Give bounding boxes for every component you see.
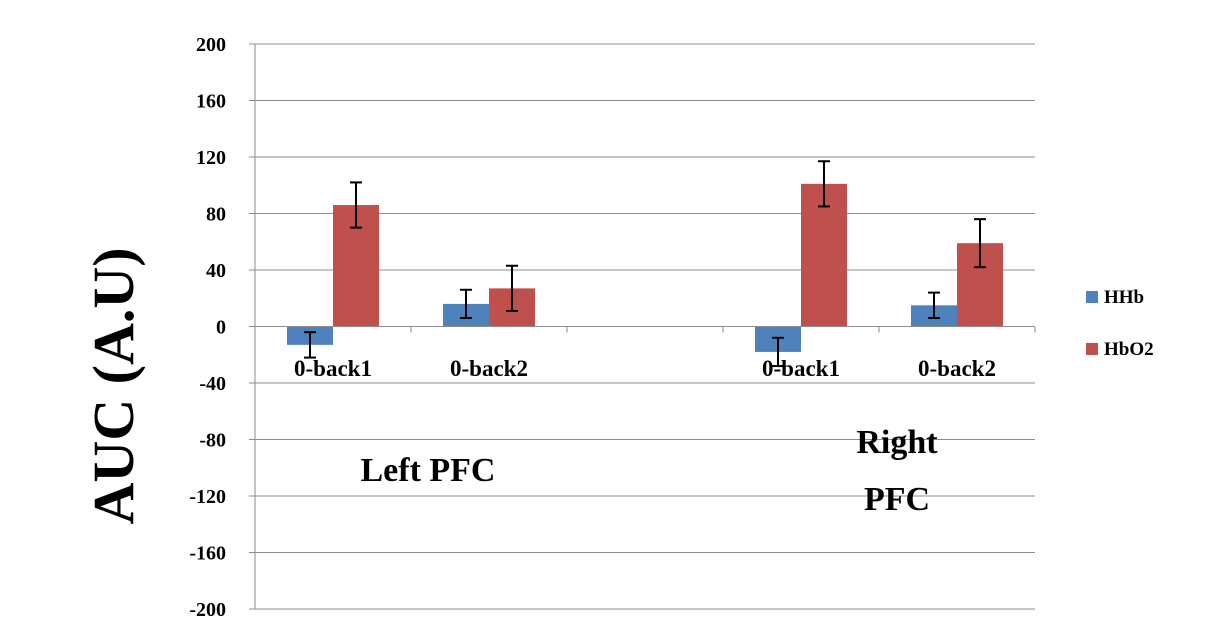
legend-swatch bbox=[1086, 291, 1098, 303]
legend-swatch bbox=[1086, 343, 1098, 355]
y-tick-label: 0 bbox=[216, 317, 226, 339]
y-tick-label: 160 bbox=[196, 91, 226, 113]
group-label-line: Right bbox=[856, 424, 938, 461]
error-bars bbox=[304, 160, 986, 368]
y-tick-label: 80 bbox=[206, 204, 226, 226]
y-tick-label: -40 bbox=[199, 373, 226, 395]
gridlines bbox=[249, 43, 1035, 610]
group-label-line: Left PFC bbox=[360, 452, 495, 489]
group-label: Left PFC bbox=[360, 452, 495, 489]
group-label: Right PFC bbox=[856, 424, 938, 518]
bar-hbo2 bbox=[801, 183, 847, 327]
y-tick-labels: 200 160 120 80 40 0 -40 -80 -120 -160 -200 bbox=[189, 34, 226, 621]
legend-label: HHb bbox=[1104, 287, 1144, 308]
y-tick-label: -80 bbox=[199, 430, 226, 452]
legend-label: HbO2 bbox=[1104, 339, 1154, 360]
y-tick-label: 200 bbox=[196, 34, 226, 56]
category-label: 0-back2 bbox=[918, 356, 996, 381]
category-label: 0-back1 bbox=[294, 356, 372, 381]
y-tick-label: -120 bbox=[189, 486, 226, 508]
group-labels: Left PFC Right PFC bbox=[360, 424, 938, 518]
legend: HHb HbO2 bbox=[1086, 287, 1154, 360]
y-tick-label: -160 bbox=[189, 543, 226, 565]
axes bbox=[254, 44, 1036, 609]
y-axis-label: AUC (A.U) bbox=[81, 247, 146, 524]
group-label-line: PFC bbox=[864, 481, 930, 518]
category-label: 0-back2 bbox=[450, 356, 528, 381]
category-label: 0-back1 bbox=[762, 356, 840, 381]
category-labels: 0-back1 0-back2 0-back1 0-back2 bbox=[294, 356, 996, 381]
y-tick-label: -200 bbox=[189, 599, 226, 621]
y-tick-label: 120 bbox=[196, 147, 226, 169]
y-tick-label: 40 bbox=[206, 260, 226, 282]
